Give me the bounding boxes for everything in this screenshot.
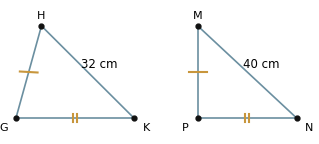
Text: H: H <box>37 11 46 21</box>
Text: M: M <box>193 11 203 21</box>
Text: 40 cm: 40 cm <box>243 58 280 71</box>
Text: P: P <box>182 123 189 133</box>
Text: G: G <box>0 123 8 133</box>
Text: 32 cm: 32 cm <box>81 58 117 71</box>
Text: N: N <box>305 123 314 133</box>
Text: K: K <box>143 123 150 133</box>
